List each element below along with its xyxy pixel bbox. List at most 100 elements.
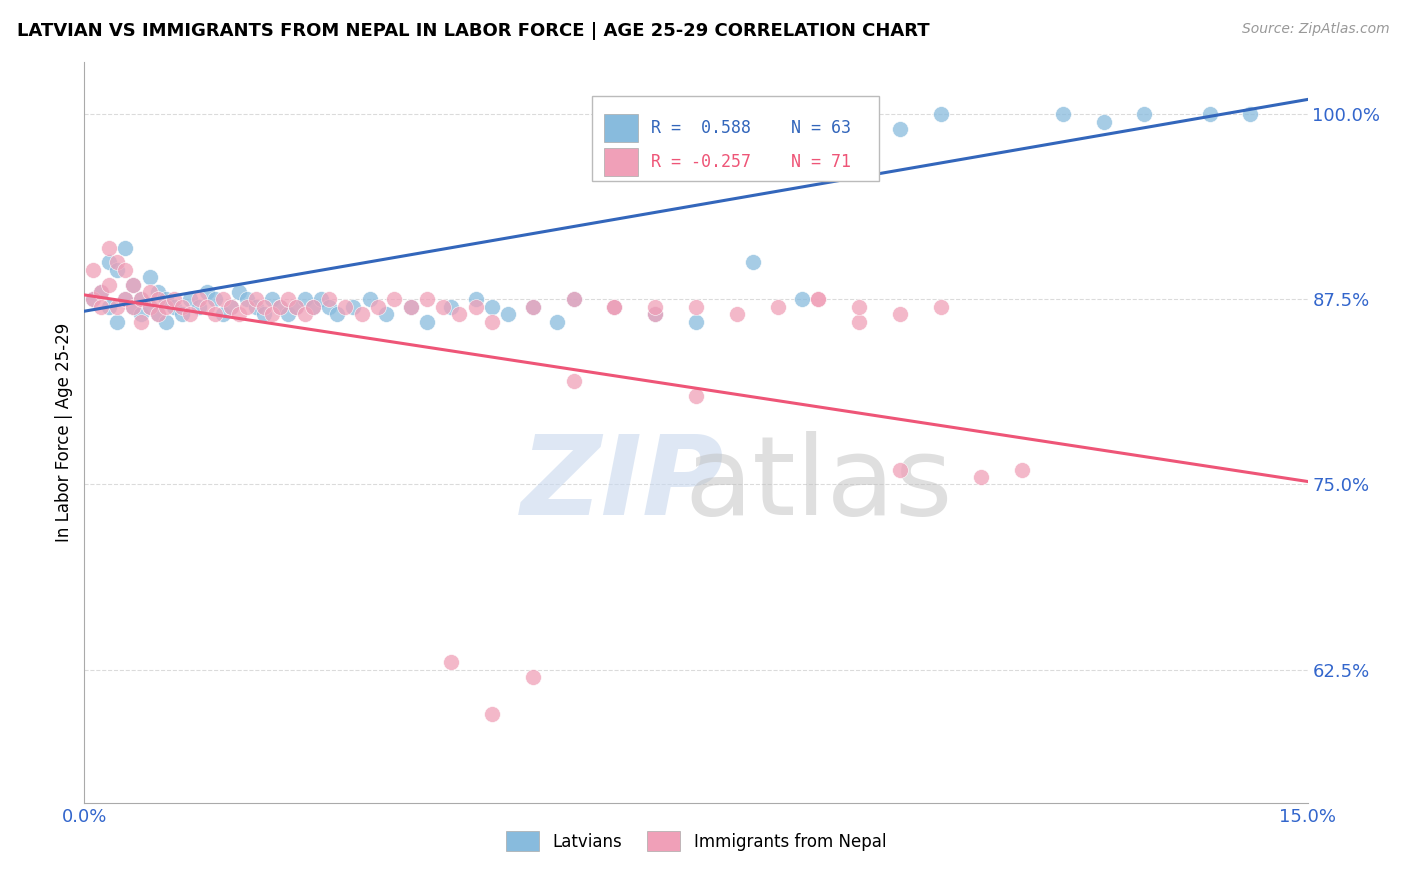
Point — [114, 240, 136, 254]
Point — [562, 293, 585, 307]
Point — [212, 293, 235, 307]
Point — [90, 285, 112, 299]
Legend: Latvians, Immigrants from Nepal: Latvians, Immigrants from Nepal — [499, 825, 893, 857]
Point — [179, 293, 201, 307]
Point — [260, 293, 283, 307]
Y-axis label: In Labor Force | Age 25-29: In Labor Force | Age 25-29 — [55, 323, 73, 542]
Point — [889, 307, 911, 321]
Point — [685, 314, 707, 328]
Point — [195, 300, 218, 314]
Point — [603, 300, 626, 314]
Point — [90, 300, 112, 314]
Point — [138, 285, 160, 299]
Point — [1052, 107, 1074, 121]
Point — [416, 314, 439, 328]
Point — [685, 389, 707, 403]
Point — [228, 307, 250, 321]
Point — [97, 277, 120, 292]
Point — [195, 285, 218, 299]
Point — [562, 293, 585, 307]
Point — [644, 307, 666, 321]
Point — [172, 300, 194, 314]
Point — [522, 300, 544, 314]
Point — [122, 300, 145, 314]
Point — [97, 255, 120, 269]
Point — [522, 670, 544, 684]
Point — [97, 240, 120, 254]
Point — [498, 307, 520, 321]
Point — [807, 293, 830, 307]
Text: R =  0.588    N = 63: R = 0.588 N = 63 — [651, 120, 851, 137]
Point — [546, 314, 568, 328]
Point — [848, 314, 870, 328]
Point — [522, 300, 544, 314]
Point — [187, 293, 209, 307]
Point — [685, 300, 707, 314]
Point — [105, 255, 128, 269]
Point — [725, 307, 748, 321]
Point — [245, 293, 267, 307]
Point — [970, 470, 993, 484]
Point — [644, 307, 666, 321]
Point — [440, 300, 463, 314]
Point — [603, 300, 626, 314]
Point — [375, 307, 398, 321]
Text: atlas: atlas — [685, 431, 952, 538]
Point — [318, 293, 340, 307]
Text: ZIP: ZIP — [520, 431, 724, 538]
Point — [294, 307, 316, 321]
Point — [285, 300, 308, 314]
Point — [350, 307, 373, 321]
Point — [82, 262, 104, 277]
Bar — [605, 148, 638, 177]
Point — [359, 293, 381, 307]
Point — [146, 307, 169, 321]
Bar — [605, 114, 638, 143]
Point — [155, 314, 177, 328]
Point — [114, 262, 136, 277]
Point — [131, 314, 153, 328]
Point — [644, 300, 666, 314]
Point — [131, 307, 153, 321]
FancyBboxPatch shape — [592, 95, 880, 181]
Point — [1092, 114, 1115, 128]
Point — [138, 300, 160, 314]
Text: Source: ZipAtlas.com: Source: ZipAtlas.com — [1241, 22, 1389, 37]
Point — [179, 307, 201, 321]
Point — [187, 300, 209, 314]
Point — [155, 293, 177, 307]
Point — [269, 300, 291, 314]
Point — [432, 300, 454, 314]
Point — [481, 300, 503, 314]
Point — [146, 285, 169, 299]
Point — [301, 300, 323, 314]
Point — [114, 293, 136, 307]
Point — [138, 270, 160, 285]
Point — [236, 293, 259, 307]
Point — [146, 293, 169, 307]
Point — [1239, 107, 1261, 121]
Point — [90, 285, 112, 299]
Point — [449, 307, 471, 321]
Point — [481, 314, 503, 328]
Point — [1133, 107, 1156, 121]
Point — [82, 293, 104, 307]
Text: R = -0.257    N = 71: R = -0.257 N = 71 — [651, 153, 851, 171]
Point — [464, 300, 486, 314]
Point — [219, 300, 242, 314]
Point — [416, 293, 439, 307]
Point — [228, 285, 250, 299]
Point — [105, 262, 128, 277]
Point — [260, 307, 283, 321]
Point — [277, 307, 299, 321]
Point — [309, 293, 332, 307]
Point — [889, 122, 911, 136]
Point — [204, 293, 226, 307]
Point — [163, 300, 186, 314]
Point — [1198, 107, 1220, 121]
Point — [253, 307, 276, 321]
Text: LATVIAN VS IMMIGRANTS FROM NEPAL IN LABOR FORCE | AGE 25-29 CORRELATION CHART: LATVIAN VS IMMIGRANTS FROM NEPAL IN LABO… — [17, 22, 929, 40]
Point — [399, 300, 422, 314]
Point — [342, 300, 364, 314]
Point — [131, 293, 153, 307]
